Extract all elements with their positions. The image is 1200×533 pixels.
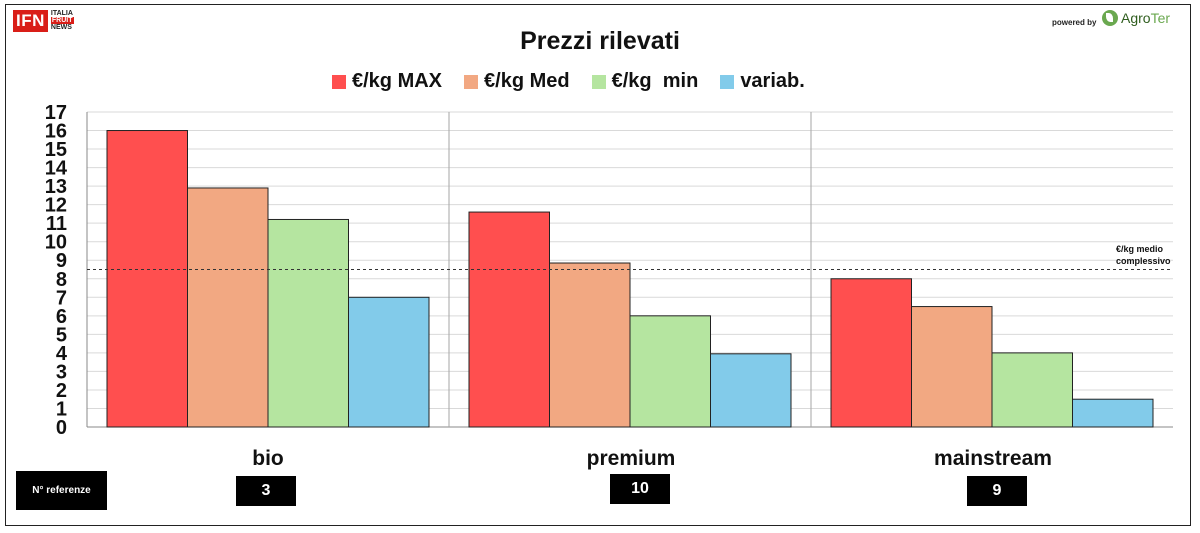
references-value-premium: 10 xyxy=(610,474,670,504)
y-tick-label: 4 xyxy=(56,343,68,365)
bar-bio-0 xyxy=(106,130,188,428)
legend-label-max: €/kg MAX xyxy=(352,70,443,92)
reference-line-label: €/kg medio complessivo xyxy=(1116,243,1171,267)
y-tick-label: 16 xyxy=(45,121,67,143)
references-label: N° referenze xyxy=(16,471,107,510)
bar-mainstream-2 xyxy=(991,352,1073,428)
bar-premium-3 xyxy=(710,353,792,428)
category-label-premium: premium xyxy=(586,447,676,470)
ifn-sub-fruit: FRUIT xyxy=(50,17,74,24)
y-tick-label: 14 xyxy=(45,158,68,180)
ifn-logo-sub: ITALIA FRUIT NEWS xyxy=(50,10,74,31)
bar-mainstream-0 xyxy=(830,278,912,428)
bar-premium-1 xyxy=(549,262,631,428)
agroter-logo: AgroTer xyxy=(1102,10,1170,26)
bar-mainstream-3 xyxy=(1072,398,1154,428)
y-tick-label: 3 xyxy=(56,361,67,383)
leaf-icon xyxy=(1102,10,1118,26)
bar-bio-3 xyxy=(348,296,430,428)
legend-label-med: €/kg Med xyxy=(484,70,570,92)
agroter-wordmark: AgroTer xyxy=(1121,10,1171,26)
references-value-mainstream: 9 xyxy=(967,476,1027,506)
y-tick-label: 1 xyxy=(56,398,67,420)
powered-by-text: powered by xyxy=(1052,18,1097,27)
y-tick-label: 17 xyxy=(45,102,67,124)
ifn-logo-mark: IFN xyxy=(13,10,48,32)
legend-swatch-min xyxy=(591,74,606,89)
ifn-logo: IFN ITALIA FRUIT NEWS xyxy=(13,10,74,32)
y-tick-label: 0 xyxy=(56,417,67,439)
chart-title: Prezzi rilevati xyxy=(520,27,680,55)
y-tick-label: 11 xyxy=(46,213,67,235)
legend-swatch-variab xyxy=(720,74,735,89)
legend-item-med: €/kg Med xyxy=(464,70,570,93)
legend-swatch-max xyxy=(332,74,346,89)
chart-legend: €/kg MAX €/kg Med €/kg min variab. xyxy=(332,70,827,93)
ifn-sub-italia: ITALIA xyxy=(50,10,73,17)
y-tick-label: 5 xyxy=(56,324,67,346)
y-tick-label: 2 xyxy=(56,380,67,402)
category-label-mainstream: mainstream xyxy=(934,447,1052,470)
ifn-sub-news: NEWS xyxy=(50,24,72,31)
bar-premium-2 xyxy=(629,315,711,428)
y-tick-label: 9 xyxy=(56,250,67,272)
y-tick-label: 6 xyxy=(56,306,67,328)
y-tick-label: 7 xyxy=(56,287,67,309)
y-tick-label: 8 xyxy=(56,269,67,291)
bar-premium-0 xyxy=(468,211,550,428)
references-value-bio: 3 xyxy=(236,476,296,506)
legend-label-variab: variab. xyxy=(740,70,805,92)
y-tick-label: 15 xyxy=(45,139,67,161)
y-tick-label: 13 xyxy=(45,176,67,198)
bar-bio-2 xyxy=(267,218,349,428)
y-tick-label: 12 xyxy=(45,195,67,217)
category-label-bio: bio xyxy=(252,447,284,470)
legend-label-min: €/kg min xyxy=(611,70,699,92)
bar-bio-1 xyxy=(187,187,269,428)
legend-item-min: €/kg min xyxy=(591,70,699,93)
legend-swatch-med xyxy=(464,74,479,89)
bar-mainstream-1 xyxy=(911,306,993,428)
y-tick-label: 10 xyxy=(45,232,67,254)
legend-item-max: €/kg MAX xyxy=(332,70,442,93)
legend-item-variab: variab. xyxy=(720,70,805,93)
reference-line-label-1: €/kg medio xyxy=(1116,244,1164,254)
reference-line-label-2: complessivo xyxy=(1116,256,1171,266)
